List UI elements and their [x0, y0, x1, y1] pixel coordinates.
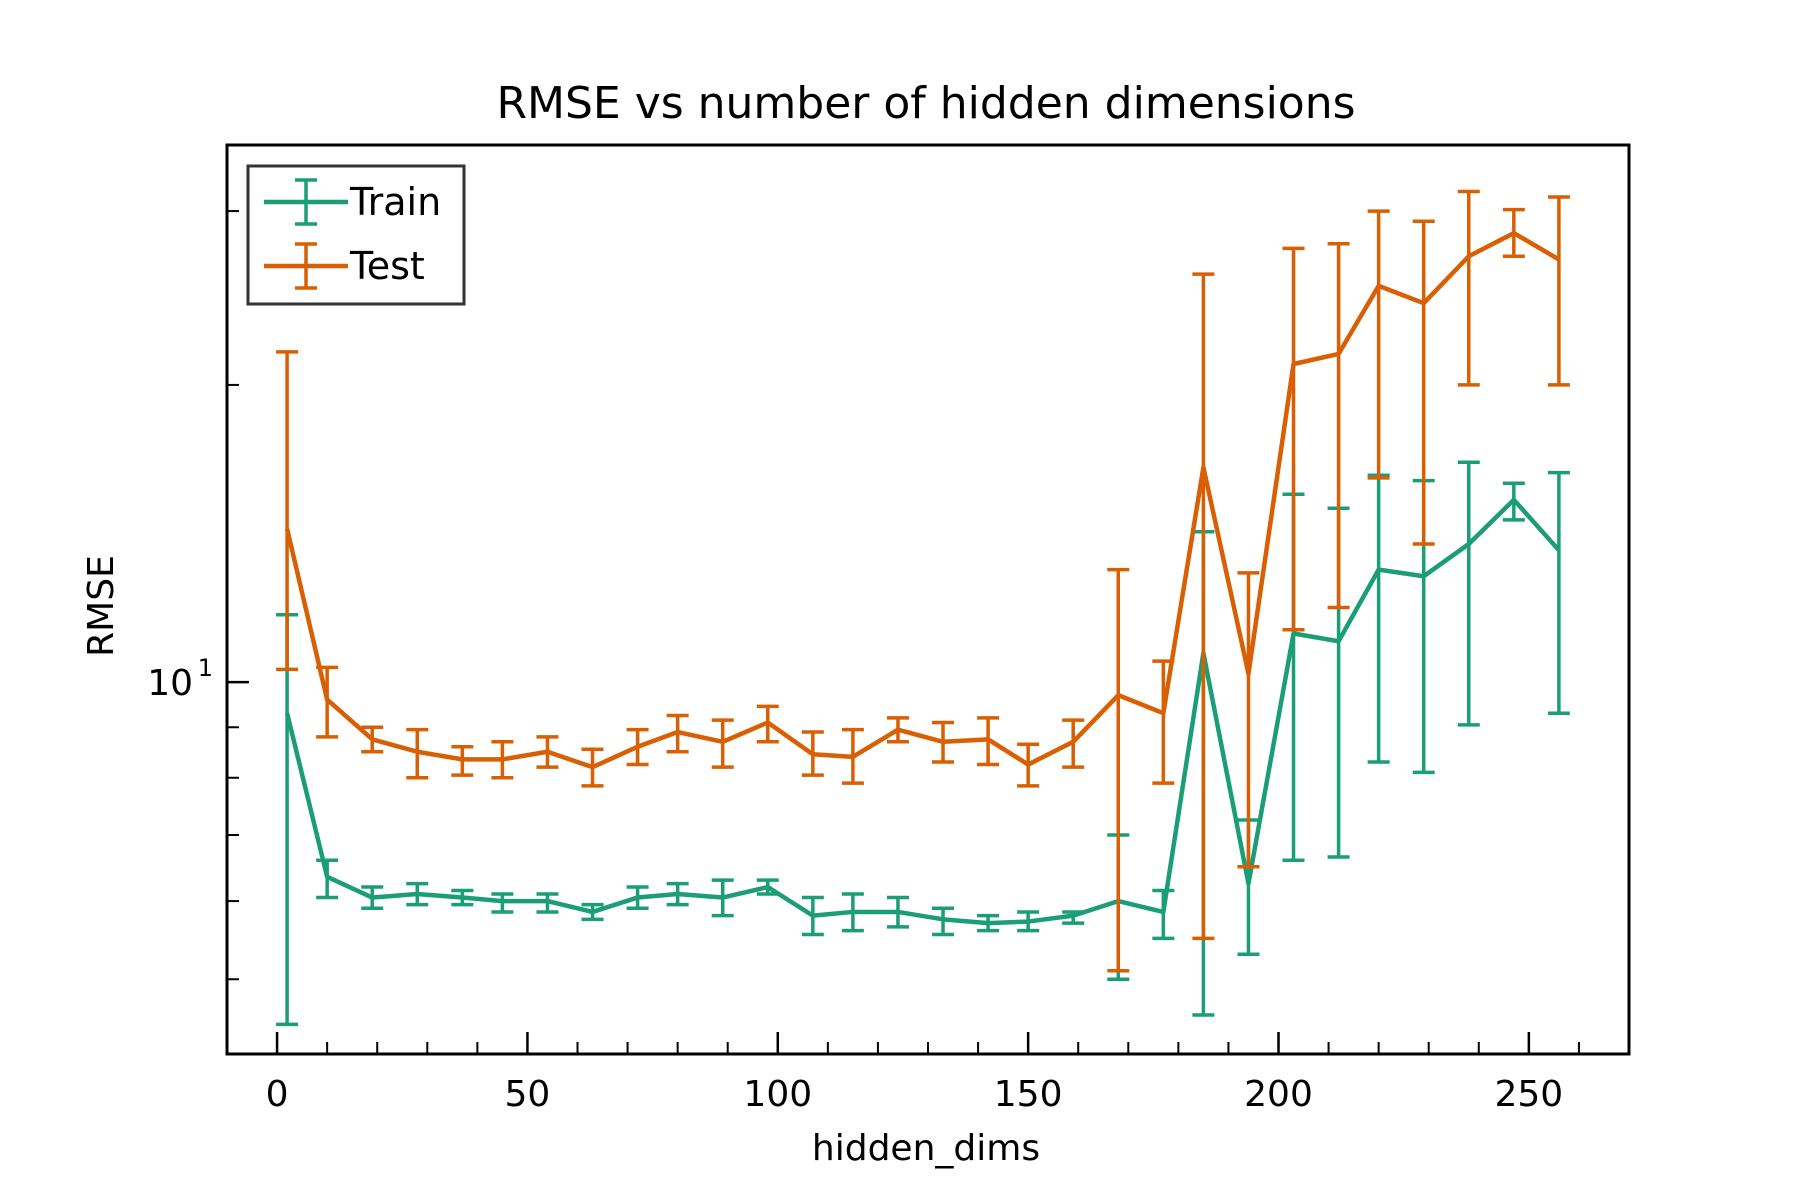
- series-line-test: [284, 230, 1561, 770]
- series-test: [276, 189, 1570, 973]
- x-tick-label-50: 50: [505, 1074, 551, 1115]
- axes-frame: [225, 143, 1631, 1056]
- y-tick-label-exp: 1: [198, 654, 213, 682]
- legend: Train Test: [246, 164, 466, 306]
- legend-label-test: Test: [349, 244, 425, 288]
- chart-title: RMSE vs number of hidden dimensions: [496, 78, 1355, 129]
- legend-box: [246, 164, 466, 306]
- y-axis-label: RMSE: [81, 555, 122, 657]
- series-line-train: [284, 497, 1561, 926]
- x-tick-label-0: 0: [266, 1074, 289, 1115]
- legend-label-train: Train: [349, 180, 441, 224]
- x-tick-label-100: 100: [743, 1074, 812, 1115]
- axis-ticks: 0 50 100 150 200 250 10 1: [147, 210, 1630, 1115]
- x-tick-label-200: 200: [1244, 1074, 1313, 1115]
- y-tick-label-10: 10: [147, 663, 193, 704]
- series-train: [276, 460, 1570, 1027]
- x-axis-label: hidden_dims: [812, 1128, 1040, 1169]
- plot-area: [276, 189, 1570, 1027]
- x-tick-label-250: 250: [1494, 1074, 1563, 1115]
- x-tick-label-150: 150: [994, 1074, 1063, 1115]
